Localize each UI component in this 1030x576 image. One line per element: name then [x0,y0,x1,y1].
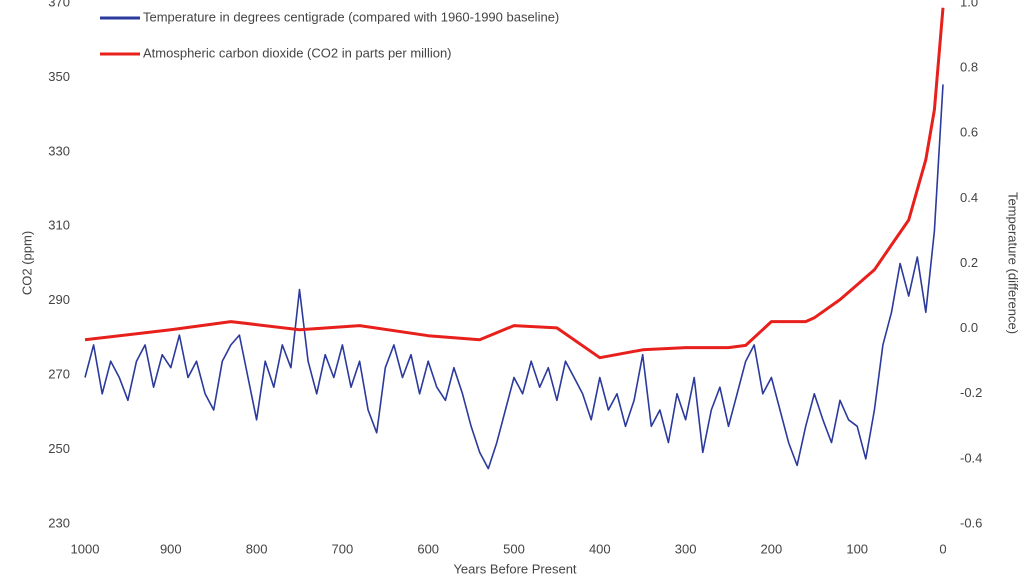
temperature-line [84,84,944,470]
y-tick-label: 350 [48,69,70,84]
y-tick-label: 290 [48,292,70,307]
x-tick-label: 900 [160,541,182,556]
y-tick-label: 310 [48,218,70,233]
y-tick-label: 270 [48,367,70,382]
y2-tick-label: 0.8 [960,60,978,75]
y2-axis-label: Temperature (difference) [1006,192,1021,334]
y-tick-label: 230 [48,515,70,530]
x-tick-label: 800 [246,541,268,556]
y2-tick-label: 0.4 [960,190,978,205]
x-tick-label: 300 [675,541,697,556]
x-tick-label: 0 [939,541,946,556]
legend-label: Temperature in degrees centigrade (compa… [143,9,559,24]
x-tick-label: 200 [761,541,783,556]
co2-line [84,7,945,360]
x-axis-label: Years Before Present [453,561,576,576]
y-axis-label: CO2 (ppm) [19,231,34,295]
y-tick-label: 330 [48,143,70,158]
x-tick-label: 400 [589,541,611,556]
y2-tick-label: -0.6 [960,515,982,530]
y2-tick-label: 0.0 [960,320,978,335]
x-tick-label: 700 [332,541,354,556]
y2-tick-label: 0.2 [960,255,978,270]
x-tick-label: 500 [503,541,525,556]
legend-label: Atmospheric carbon dioxide (CO2 in parts… [143,45,452,60]
y2-tick-label: -0.2 [960,385,982,400]
y-tick-label: 370 [48,0,70,9]
y2-tick-label: -0.4 [960,450,982,465]
x-tick-label: 1000 [71,541,100,556]
x-tick-label: 600 [417,541,439,556]
y2-tick-label: 1.0 [960,0,978,9]
y2-tick-label: 0.6 [960,125,978,140]
y-tick-label: 250 [48,441,70,456]
x-tick-label: 100 [846,541,868,556]
